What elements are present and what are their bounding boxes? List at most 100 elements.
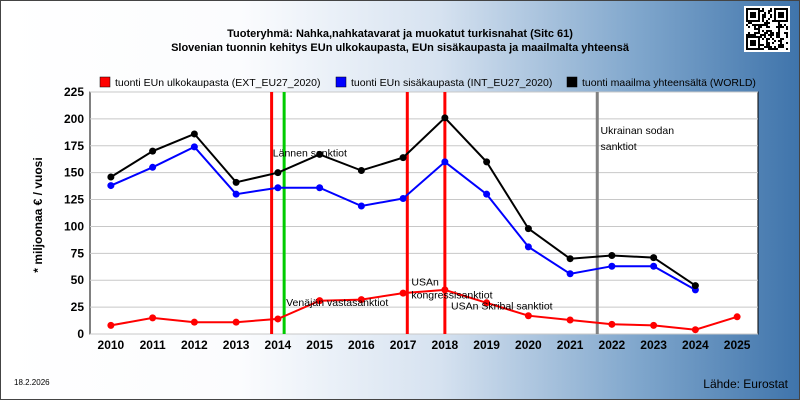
qr-module	[756, 8, 758, 10]
qr-module	[764, 34, 766, 36]
qr-module	[760, 44, 762, 46]
chart-subtitle: Slovenian tuonnin kehitys EUn ulkokaupas…	[171, 42, 630, 54]
legend-entry: tuonti EUn ulkokaupasta (EXT_EU27_2020)	[115, 77, 320, 89]
qr-module	[780, 20, 782, 22]
data-point	[608, 251, 616, 259]
qr-module	[750, 22, 752, 24]
qr-module	[764, 36, 766, 38]
qr-module	[756, 28, 758, 30]
data-point	[357, 296, 365, 304]
qr-module	[768, 10, 770, 12]
data-point	[483, 299, 491, 307]
qr-module	[746, 12, 748, 14]
qr-module	[766, 42, 768, 44]
event-label: sanktiot	[601, 141, 637, 153]
qr-module	[758, 38, 760, 40]
data-point	[357, 167, 365, 175]
x-tick-label: 2019	[473, 338, 500, 352]
legend: tuonti EUn ulkokaupasta (EXT_EU27_2020) t…	[99, 76, 756, 89]
y-axis-label: * miljoonaa € / vuosi	[31, 157, 45, 272]
legend-entry: tuonti maailma yhteensältä (WORLD)	[582, 77, 756, 89]
qr-module	[746, 24, 748, 26]
data-point	[190, 130, 198, 138]
qr-module	[786, 34, 788, 36]
qr-module	[774, 12, 776, 14]
qr-module	[746, 34, 748, 36]
x-tick-label: 2016	[348, 338, 375, 352]
qr-module	[758, 42, 760, 44]
qr-module	[782, 26, 784, 28]
data-point	[399, 154, 407, 162]
qr-module	[786, 16, 788, 18]
qr-module	[766, 40, 768, 42]
qr-module	[750, 16, 752, 18]
qr-module	[758, 14, 760, 16]
qr-module	[760, 26, 762, 28]
data-point	[399, 289, 407, 297]
qr-module	[758, 16, 760, 18]
qr-module	[746, 36, 748, 38]
qr-module	[778, 32, 780, 34]
data-point	[566, 316, 574, 324]
qr-module	[756, 48, 758, 50]
data-point	[190, 318, 198, 326]
qr-module	[752, 16, 754, 18]
x-tick-label: 2012	[181, 338, 208, 352]
legend-swatch	[335, 76, 347, 88]
y-tick-label: 50	[71, 273, 85, 287]
qr-module	[782, 8, 784, 10]
qr-module	[776, 20, 778, 22]
data-point	[274, 184, 282, 192]
data-point	[149, 147, 157, 155]
qr-module	[746, 16, 748, 18]
qr-module	[774, 10, 776, 12]
qr-module	[750, 12, 752, 14]
data-point	[190, 143, 198, 151]
data-point	[483, 158, 491, 166]
qr-module	[758, 18, 760, 20]
qr-module	[746, 48, 748, 50]
qr-module	[754, 36, 756, 38]
qr-module	[778, 46, 780, 48]
qr-module	[774, 48, 776, 50]
event-label: USAn Skribal sanktiot	[451, 300, 553, 312]
qr-module	[746, 38, 748, 40]
qr-module	[774, 20, 776, 22]
qr-module	[786, 18, 788, 20]
data-point	[149, 163, 157, 171]
qr-module	[758, 46, 760, 48]
data-point	[691, 282, 699, 290]
qr-module	[746, 44, 748, 46]
event-label: USAn	[411, 277, 439, 289]
qr-module	[784, 32, 786, 34]
qr-module	[770, 8, 772, 10]
data-point	[483, 190, 491, 198]
qr-module	[752, 20, 754, 22]
qr-module	[758, 12, 760, 14]
qr-module	[786, 8, 788, 10]
qr-module	[748, 26, 750, 28]
qr-module	[758, 44, 760, 46]
qr-module	[754, 40, 756, 42]
qr-module	[758, 24, 760, 26]
data-point	[232, 318, 240, 326]
x-tick-label: 2018	[432, 338, 459, 352]
qr-module	[768, 30, 770, 32]
qr-module	[762, 16, 764, 18]
qr-module	[752, 12, 754, 14]
qr-module	[752, 14, 754, 16]
data-point	[441, 286, 449, 294]
qr-code-icon	[744, 6, 790, 52]
qr-module	[768, 48, 770, 50]
qr-module	[772, 32, 774, 34]
qr-module	[778, 20, 780, 22]
qr-module	[758, 48, 760, 50]
qr-module	[776, 26, 778, 28]
qr-module	[752, 34, 754, 36]
qr-module	[782, 12, 784, 14]
qr-module	[772, 38, 774, 40]
qr-module	[782, 44, 784, 46]
qr-module	[762, 34, 764, 36]
qr-module	[780, 46, 782, 48]
qr-module	[766, 26, 768, 28]
